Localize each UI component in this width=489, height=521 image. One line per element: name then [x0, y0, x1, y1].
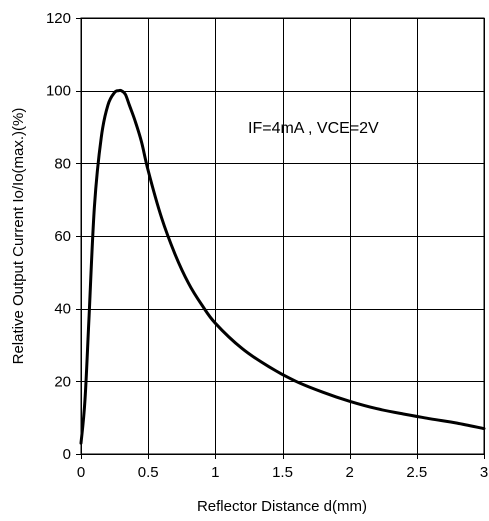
y-axis-label: Relative Output Current Io/Io(max.)(%) — [10, 108, 27, 365]
x-axis-label: Reflector Distance d(mm) — [197, 498, 367, 515]
y-tick-label: 0 — [63, 446, 71, 463]
x-axis-ticks: 0 0.5 1 1.5 2 2.5 3 — [77, 454, 488, 481]
x-tick-label: 3 — [480, 464, 488, 481]
x-tick-label: 0.5 — [138, 464, 159, 481]
y-axis-ticks: 0 20 40 60 80 100 120 — [46, 10, 81, 463]
x-tick-label: 0 — [77, 464, 85, 481]
y-tick-label: 40 — [54, 301, 71, 318]
x-tick-label: 2 — [345, 464, 353, 481]
series-line — [79, 88, 486, 445]
x-tick-label: 2.5 — [406, 464, 427, 481]
y-tick-label: 80 — [54, 155, 71, 172]
grid-lines — [81, 18, 485, 455]
y-tick-label: 20 — [54, 373, 71, 390]
x-tick-label: 1 — [211, 464, 219, 481]
condition-annotation: IF=4mA , VCE=2V — [248, 120, 379, 137]
y-tick-label: 120 — [46, 10, 71, 27]
y-tick-label: 100 — [46, 83, 71, 100]
x-tick-label: 1.5 — [272, 464, 293, 481]
y-tick-label: 60 — [54, 228, 71, 245]
